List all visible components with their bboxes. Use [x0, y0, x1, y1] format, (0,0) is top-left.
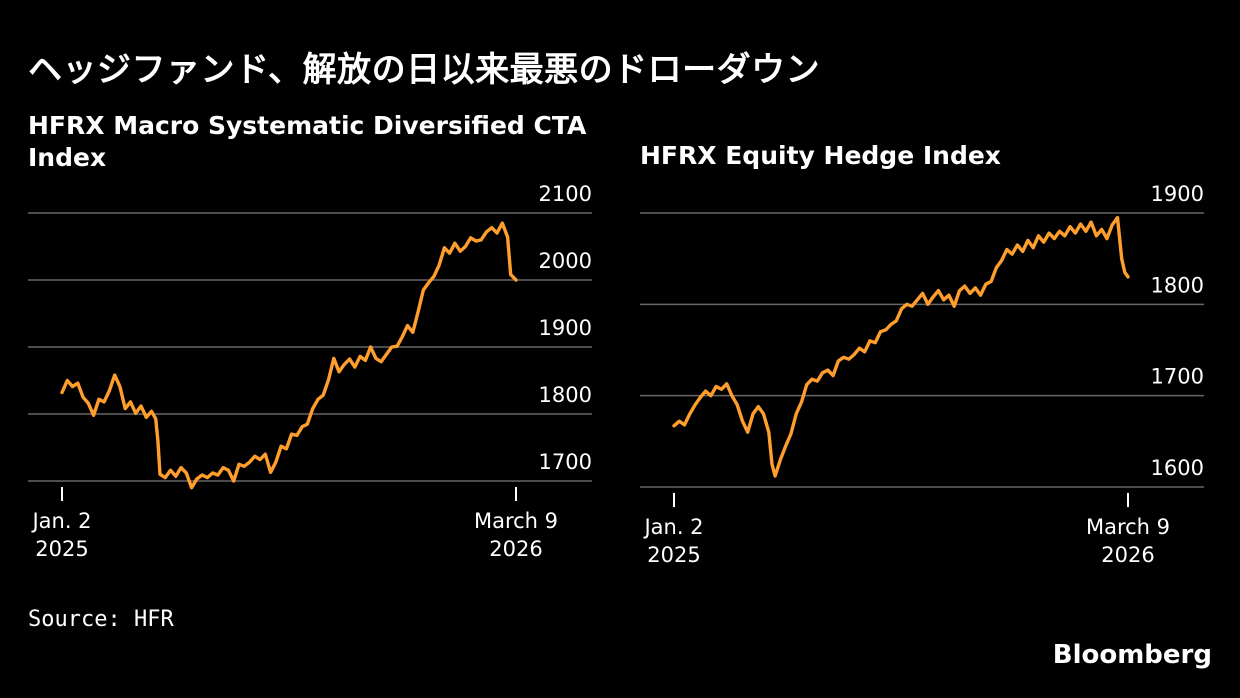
- right-chart-title: HFRX Equity Hedge Index: [640, 141, 1001, 170]
- y-tick-label-1900: 1900: [1151, 182, 1204, 206]
- y-tick-label-1900: 1900: [539, 316, 592, 340]
- series-line: [672, 215, 1130, 478]
- x-tick-label-1: March 9: [474, 509, 558, 533]
- y-tick-label-1700: 1700: [539, 450, 592, 474]
- cta-index-chart: 1700 1800 1900 2000 2100 Jan. 2 2025 March 9 202…: [28, 182, 592, 561]
- x-tick-label-0: Jan. 2: [30, 509, 91, 533]
- x-tick-year-1: 2026: [489, 537, 542, 561]
- x-tick-year-0: 2025: [35, 537, 88, 561]
- x-tick-year-1: 2026: [1101, 543, 1154, 567]
- series-line: [60, 221, 518, 490]
- y-tick-label-2000: 2000: [539, 249, 592, 273]
- y-tick-label-2100: 2100: [539, 182, 592, 206]
- x-tick-year-0: 2025: [647, 543, 700, 567]
- y-tick-label-1600: 1600: [1151, 456, 1204, 480]
- x-tick-label-0: Jan. 2: [642, 515, 703, 539]
- source-note: Source: HFR: [28, 607, 174, 632]
- equity-hedge-index-chart: 1600 1700 1800 1900 Jan. 2 2025 March 9 2026: [640, 182, 1204, 567]
- y-tick-label-1700: 1700: [1151, 365, 1204, 389]
- x-tick-label-1: March 9: [1086, 515, 1170, 539]
- headline: ヘッジファンド、解放の日以来最悪のドローダウン: [28, 50, 821, 90]
- y-tick-label-1800: 1800: [539, 383, 592, 407]
- y-tick-label-1800: 1800: [1151, 273, 1204, 297]
- left-chart-title: HFRX Macro Systematic Diversified CTA In…: [28, 111, 587, 172]
- bloomberg-logo: Bloomberg: [1052, 640, 1212, 670]
